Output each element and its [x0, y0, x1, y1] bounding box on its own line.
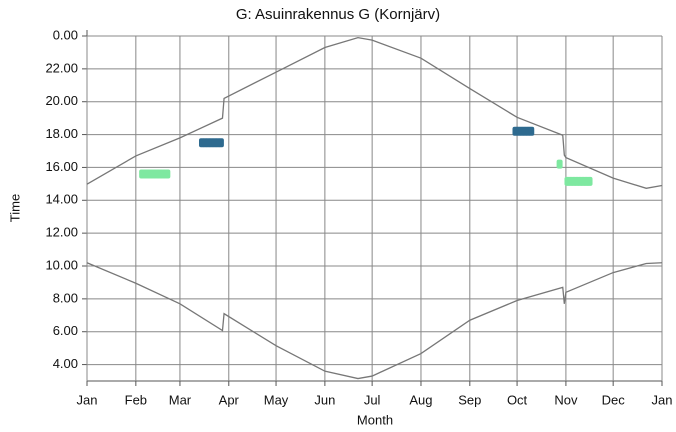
y-tick-label: 0.00 [53, 27, 78, 42]
glare-point [586, 176, 593, 186]
x-tick-label: Jan [77, 392, 98, 407]
x-tick-label: Jun [314, 392, 335, 407]
x-axis-label: Month [357, 412, 393, 427]
x-tick-label: May [264, 392, 289, 407]
y-tick-label: 6.00 [53, 323, 78, 338]
y-tick-label: 12.00 [45, 225, 78, 240]
x-tick-label: Apr [219, 392, 240, 407]
y-tick-label: 18.00 [45, 126, 78, 141]
y-tick-label: 10.00 [45, 257, 78, 272]
glare-point [556, 159, 563, 169]
y-axis-label: Time [7, 194, 22, 222]
y-tick-label: 8.00 [53, 290, 78, 305]
y-tick-label: 20.00 [45, 93, 78, 108]
glare-point [528, 126, 535, 136]
x-tick-label: Oct [507, 392, 528, 407]
series-line [86, 36, 663, 189]
x-tick-label: Jan [652, 392, 673, 407]
chart-title: G: Asuinrakennus G (Kornjärv) [236, 6, 440, 23]
y-tick-label: 16.00 [45, 159, 78, 174]
series-line [86, 262, 663, 380]
x-tick-label: Aug [409, 392, 432, 407]
y-tick-label: 22.00 [45, 60, 78, 75]
x-tick-label: Feb [125, 392, 147, 407]
x-tick-label: Dec [602, 392, 626, 407]
x-tick-label: Jul [364, 392, 381, 407]
y-tick-label: 4.00 [53, 356, 78, 371]
y-tick-label: 14.00 [45, 192, 78, 207]
glare-point [164, 169, 171, 179]
x-tick-label: Mar [169, 392, 192, 407]
x-tick-label: Nov [554, 392, 578, 407]
x-tick-label: Sep [458, 392, 481, 407]
glare-point [217, 138, 224, 148]
